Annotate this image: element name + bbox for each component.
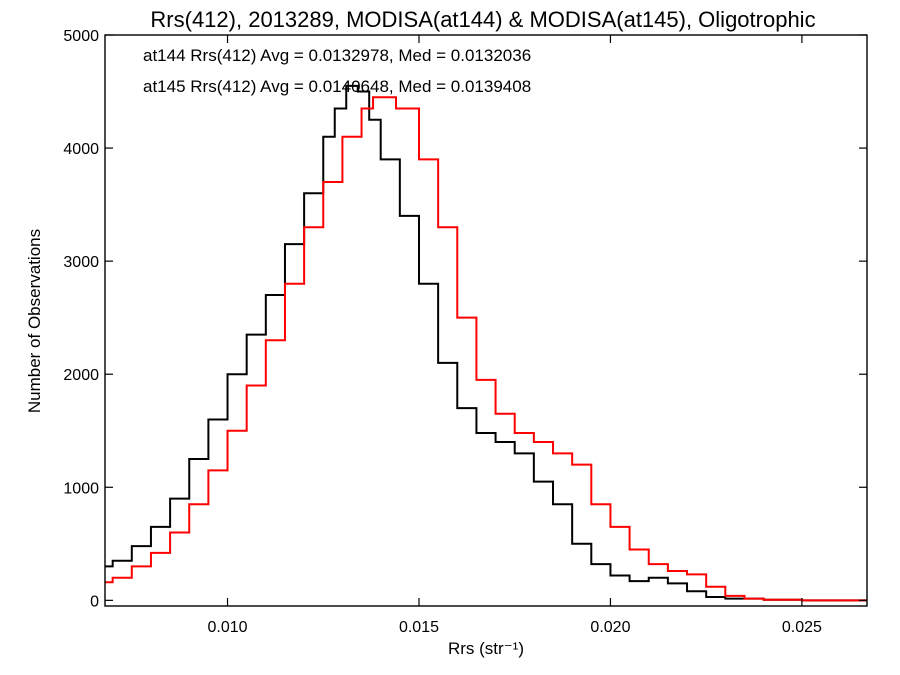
series-line-at145: [105, 96, 867, 602]
y-axis: 0 1000 2000 3000 4000 5000: [63, 28, 867, 610]
x-tick-label: 0.010: [208, 619, 248, 636]
y-axis-label: Number of Observations: [25, 229, 44, 413]
annotation-at144: at144 Rrs(412) Avg = 0.0132978, Med = 0.…: [143, 46, 531, 65]
y-tick-label: 4000: [63, 141, 99, 158]
x-axis: 0.010 0.015 0.020 0.025: [208, 35, 822, 636]
y-tick-label: 3000: [63, 254, 99, 271]
annotation-at145: at145 Rrs(412) Avg = 0.0140648, Med = 0.…: [143, 77, 531, 96]
chart-title: Rrs(412), 2013289, MODISA(at144) & MODIS…: [150, 7, 815, 32]
plot-area: [105, 84, 867, 602]
x-tick-label: 0.025: [782, 619, 822, 636]
y-tick-label: 0: [90, 593, 99, 610]
y-tick-label: 5000: [63, 28, 99, 45]
series-line-at144: [105, 84, 867, 602]
y-tick-label: 1000: [63, 480, 99, 497]
x-tick-label: 0.015: [399, 619, 439, 636]
x-tick-label: 0.020: [590, 619, 630, 636]
plot-frame: [104, 34, 868, 607]
x-axis-label: Rrs (str⁻¹): [448, 639, 524, 658]
y-tick-label: 2000: [63, 367, 99, 384]
